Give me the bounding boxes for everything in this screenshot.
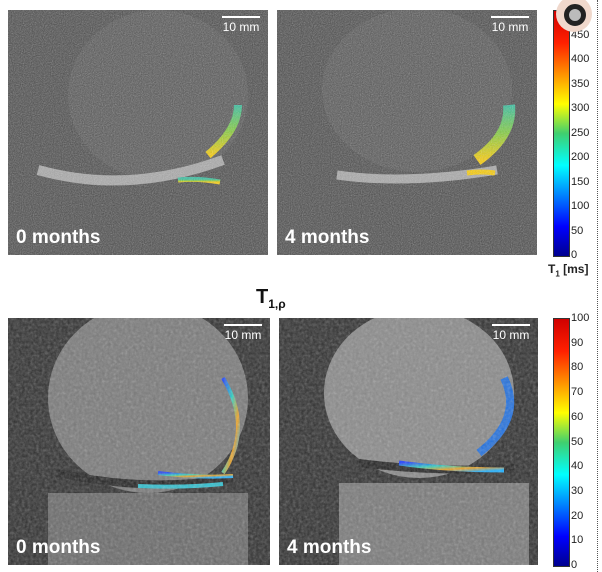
colorbar-tick-label: 80 — [571, 361, 584, 374]
scale-bar: 10 mm — [492, 324, 530, 342]
colorbar-tick-label: 50 — [571, 435, 584, 448]
colorbar-tick-label: 100 — [571, 200, 590, 212]
t1-colorbar — [553, 10, 570, 257]
panel-label: 0 months — [16, 537, 101, 558]
colorbar-tick-label: 60 — [571, 410, 584, 423]
t1rho-panel-0-months: 10 mm 0 months — [8, 318, 270, 565]
t1rho-panel-4-months: 10 mm 4 months — [279, 318, 538, 565]
colorbar-tick-label: 40 — [571, 460, 584, 473]
colorbar-tick-label: 400 — [571, 53, 590, 65]
colorbar-tick-label: 20 — [571, 509, 584, 522]
scale-bar: 10 mm — [222, 16, 260, 34]
t1rho-title: T1,ρ — [256, 286, 286, 311]
t1-colorbar-label: T1 [ms] — [548, 262, 589, 279]
t1-panel-0-months: 10 mm 0 months — [8, 10, 268, 255]
colorbar-tick-label: 300 — [571, 102, 590, 114]
colorbar-tick-label: 350 — [571, 77, 590, 90]
colorbar-tick-label: 150 — [571, 175, 590, 188]
colorbar-tick-label: 200 — [571, 151, 590, 163]
record-button-icon[interactable] — [556, 0, 592, 32]
panel-label: 4 months — [287, 537, 372, 558]
t1-panel-4-months: 10 mm 4 months — [277, 10, 537, 255]
colorbar-tick-label: 70 — [571, 386, 584, 399]
divider — [597, 0, 598, 572]
scale-bar: 10 mm — [224, 324, 262, 342]
colorbar-tick-label: 0 — [571, 249, 578, 261]
colorbar-tick-label: 0 — [571, 559, 578, 571]
colorbar-tick-label: 30 — [571, 484, 584, 497]
colorbar-tick-label: 250 — [571, 126, 590, 139]
colorbar-tick-label: 90 — [571, 336, 584, 349]
scale-bar: 10 mm — [491, 16, 529, 34]
colorbar-tick-label: 50 — [571, 224, 584, 237]
panel-label: 0 months — [16, 227, 101, 248]
colorbar-tick-label: 10 — [571, 534, 584, 547]
colorbar-tick-label: 100 — [571, 312, 590, 324]
t1rho-colorbar — [553, 318, 570, 567]
panel-label: 4 months — [285, 227, 370, 248]
